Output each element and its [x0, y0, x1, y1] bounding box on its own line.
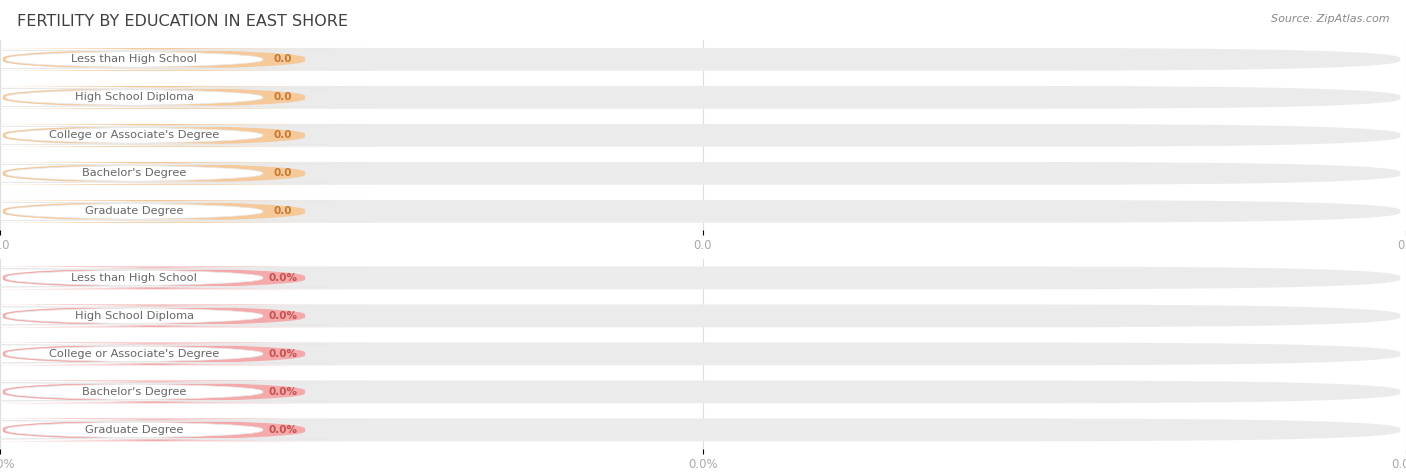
Text: High School Diploma: High School Diploma	[75, 311, 194, 321]
Text: FERTILITY BY EDUCATION IN EAST SHORE: FERTILITY BY EDUCATION IN EAST SHORE	[17, 14, 347, 29]
Text: 0.0%: 0.0%	[269, 387, 297, 397]
Text: 0.0%: 0.0%	[269, 311, 297, 321]
FancyBboxPatch shape	[0, 345, 329, 363]
FancyBboxPatch shape	[0, 266, 374, 289]
Text: Graduate Degree: Graduate Degree	[86, 206, 183, 217]
FancyBboxPatch shape	[0, 126, 329, 144]
Text: 0.0: 0.0	[273, 130, 292, 141]
FancyBboxPatch shape	[0, 48, 374, 71]
FancyBboxPatch shape	[0, 162, 374, 185]
Text: Bachelor's Degree: Bachelor's Degree	[82, 168, 187, 179]
FancyBboxPatch shape	[3, 380, 1400, 403]
Text: 0.0%: 0.0%	[269, 349, 297, 359]
FancyBboxPatch shape	[0, 307, 329, 325]
FancyBboxPatch shape	[0, 380, 374, 403]
FancyBboxPatch shape	[0, 418, 374, 441]
FancyBboxPatch shape	[3, 304, 1400, 327]
Text: 0.0%: 0.0%	[269, 273, 297, 283]
FancyBboxPatch shape	[0, 202, 329, 220]
FancyBboxPatch shape	[3, 162, 1400, 185]
FancyBboxPatch shape	[0, 86, 374, 109]
Text: Bachelor's Degree: Bachelor's Degree	[82, 387, 187, 397]
FancyBboxPatch shape	[3, 48, 1400, 71]
Text: 0.0: 0.0	[273, 206, 292, 217]
FancyBboxPatch shape	[3, 124, 1400, 147]
Text: 0.0%: 0.0%	[269, 425, 297, 435]
Text: 0.0: 0.0	[273, 54, 292, 65]
FancyBboxPatch shape	[0, 124, 374, 147]
FancyBboxPatch shape	[0, 200, 374, 223]
Text: College or Associate's Degree: College or Associate's Degree	[49, 349, 219, 359]
FancyBboxPatch shape	[3, 418, 1400, 441]
FancyBboxPatch shape	[0, 421, 329, 439]
Text: 0.0: 0.0	[273, 92, 292, 103]
FancyBboxPatch shape	[0, 269, 329, 287]
FancyBboxPatch shape	[0, 304, 374, 327]
Text: High School Diploma: High School Diploma	[75, 92, 194, 103]
Text: Source: ZipAtlas.com: Source: ZipAtlas.com	[1271, 14, 1389, 24]
FancyBboxPatch shape	[0, 164, 329, 182]
FancyBboxPatch shape	[0, 50, 329, 68]
FancyBboxPatch shape	[3, 86, 1400, 109]
Text: 0.0: 0.0	[273, 168, 292, 179]
FancyBboxPatch shape	[0, 383, 329, 401]
FancyBboxPatch shape	[0, 342, 374, 365]
FancyBboxPatch shape	[3, 342, 1400, 365]
FancyBboxPatch shape	[3, 200, 1400, 223]
Text: Less than High School: Less than High School	[72, 54, 197, 65]
Text: College or Associate's Degree: College or Associate's Degree	[49, 130, 219, 141]
FancyBboxPatch shape	[0, 88, 329, 106]
Text: Graduate Degree: Graduate Degree	[86, 425, 183, 435]
FancyBboxPatch shape	[3, 266, 1400, 289]
Text: Less than High School: Less than High School	[72, 273, 197, 283]
